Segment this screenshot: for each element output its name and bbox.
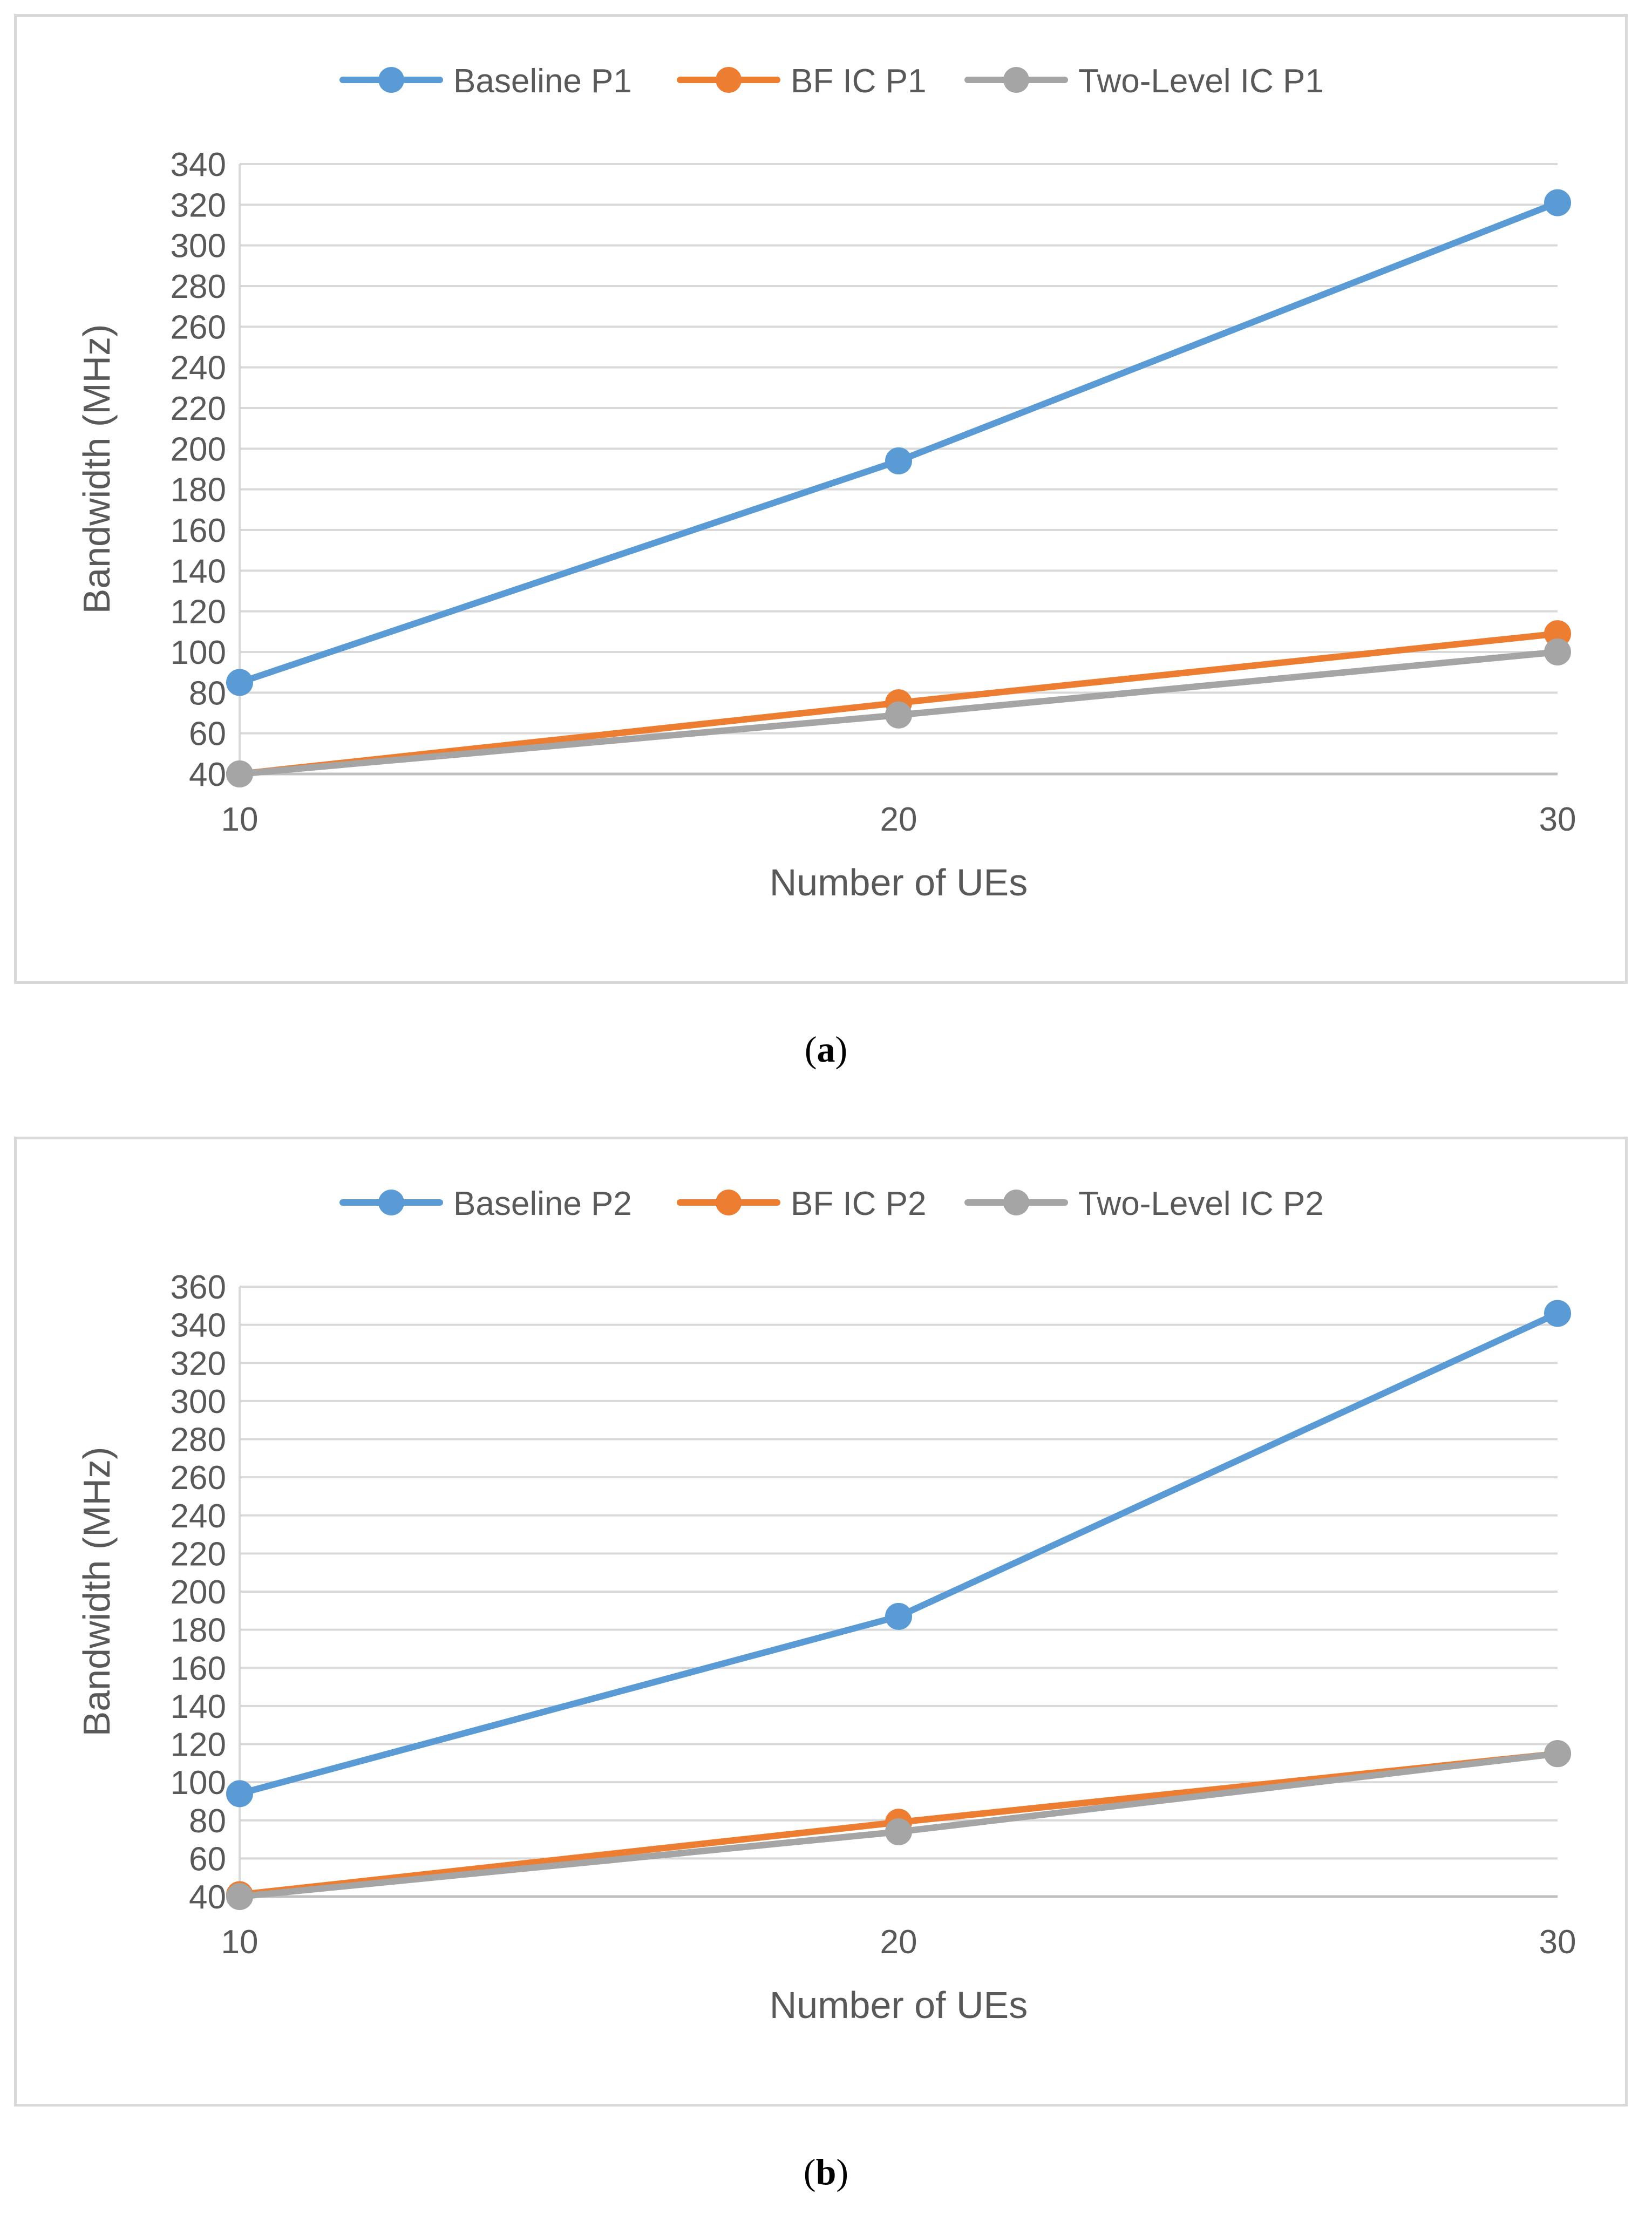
legend-item: Baseline P1	[339, 63, 632, 100]
data-point	[885, 1602, 912, 1630]
y-tick-label: 180	[171, 472, 226, 509]
x-axis-title: Number of UEs	[770, 1984, 1028, 2026]
legend-item: BF IC P1	[677, 63, 927, 100]
x-tick-label: 20	[880, 1924, 917, 1961]
y-tick-label: 240	[171, 350, 226, 387]
y-tick-label: 40	[189, 1879, 226, 1916]
caption-b-close: )	[836, 2151, 849, 2192]
chart-panel-b: 40 60 80 100 120 140 160 180 200 220 240 260 280 300 3…	[14, 1137, 1628, 2107]
legend-item: Two-Level IC P2	[964, 1185, 1324, 1222]
y-tick-label: 280	[171, 1422, 226, 1459]
data-point	[885, 447, 912, 474]
x-tick-label: 20	[880, 801, 917, 838]
legend-label: BF IC P2	[791, 1185, 927, 1222]
y-tick-label: 320	[171, 187, 226, 224]
data-point	[1544, 189, 1571, 216]
caption-a-letter: a	[817, 1029, 835, 1070]
legend-item: Baseline P2	[339, 1185, 632, 1222]
y-tick-label: 220	[171, 1535, 226, 1573]
y-axis-ticks: 4060801001201401601802002202402602803003…	[171, 1269, 226, 1916]
data-point	[885, 701, 912, 729]
series-1	[226, 1300, 1571, 1808]
x-axis-ticks: 10 20 30	[221, 801, 1576, 838]
y-tick-label: 100	[171, 634, 226, 671]
legend-label: Baseline P1	[453, 63, 632, 100]
legend-label: Baseline P2	[453, 1185, 632, 1222]
y-tick-label: 300	[171, 1383, 226, 1421]
y-tick-label: 340	[171, 1307, 226, 1344]
x-tick-label: 30	[1539, 801, 1576, 838]
caption-a-close: )	[835, 1029, 848, 1070]
y-axis-title: Bandwidth (MHz)	[76, 1447, 118, 1737]
legend-label: Two-Level IC P2	[1078, 1185, 1324, 1222]
x-tick-label: 30	[1539, 1924, 1576, 1961]
y-tick-label: 60	[189, 1840, 226, 1878]
y-tick-label: 60	[189, 716, 226, 753]
y-tick-label: 320	[171, 1345, 226, 1382]
chart-panel-a: 40 60 80 100 120 140 160 180 200 220 240 260 280 300 3…	[14, 14, 1628, 984]
data-point	[226, 1883, 253, 1910]
series-3	[226, 1740, 1571, 1910]
y-tick-label: 140	[171, 1688, 226, 1725]
y-tick-label: 180	[171, 1612, 226, 1649]
legend-label: BF IC P1	[791, 63, 927, 100]
y-tick-label: 100	[171, 1764, 226, 1802]
legend-marker	[378, 1190, 404, 1215]
legend-marker	[1003, 67, 1029, 93]
y-tick-label: 360	[171, 1269, 226, 1306]
series-1	[226, 189, 1571, 696]
x-axis-title: Number of UEs	[770, 861, 1028, 903]
legend-item: BF IC P2	[677, 1185, 927, 1222]
caption-a-open: (	[804, 1029, 817, 1070]
caption-b-letter: b	[815, 2151, 837, 2192]
legend-label: Two-Level IC P1	[1078, 63, 1324, 100]
legend-marker	[716, 67, 742, 93]
y-tick-label: 120	[171, 1727, 226, 1764]
gridlines	[240, 1286, 1558, 1898]
data-point	[1544, 1300, 1571, 1327]
y-tick-label: 160	[171, 512, 226, 549]
y-tick-label: 200	[171, 431, 226, 468]
legend: Baseline P1 BF IC P1 Two-Level IC P1	[339, 63, 1324, 100]
y-tick-label: 340	[171, 146, 226, 184]
data-point	[226, 760, 253, 787]
caption-b: (b)	[0, 2151, 1652, 2193]
y-tick-label: 200	[171, 1574, 226, 1611]
data-point	[226, 1780, 253, 1808]
y-tick-label: 220	[171, 390, 226, 427]
y-tick-label: 140	[171, 553, 226, 590]
data-point	[226, 669, 253, 696]
y-tick-label: 280	[171, 268, 226, 305]
legend-marker	[1003, 1190, 1029, 1215]
legend: Baseline P2 BF IC P2 Two-Level IC P2	[339, 1185, 1324, 1222]
y-tick-label: 80	[189, 1803, 226, 1840]
y-axis-title: Bandwidth (MHz)	[76, 324, 118, 614]
y-tick-label: 80	[189, 675, 226, 712]
y-tick-label: 300	[171, 228, 226, 265]
x-axis-ticks: 10 20 30	[221, 1924, 1576, 1961]
line-chart-b: 4060801001201401601802002202402602803003…	[76, 1185, 1576, 2026]
caption-b-open: (	[803, 2151, 816, 2192]
data-point	[1544, 638, 1571, 665]
caption-a: (a)	[0, 1028, 1652, 1071]
x-tick-label: 10	[221, 801, 259, 838]
y-tick-label: 120	[171, 594, 226, 631]
y-tick-label: 260	[171, 1459, 226, 1497]
y-tick-label: 160	[171, 1650, 226, 1687]
legend-marker	[378, 67, 404, 93]
legend-item: Two-Level IC P1	[964, 63, 1324, 100]
y-tick-label: 260	[171, 309, 226, 346]
data-point	[1544, 1740, 1571, 1768]
y-tick-label: 240	[171, 1498, 226, 1535]
series-3	[226, 638, 1571, 787]
x-tick-label: 10	[221, 1924, 259, 1961]
data-point	[885, 1818, 912, 1845]
legend-marker	[716, 1190, 742, 1215]
y-tick-label: 40	[189, 756, 226, 793]
